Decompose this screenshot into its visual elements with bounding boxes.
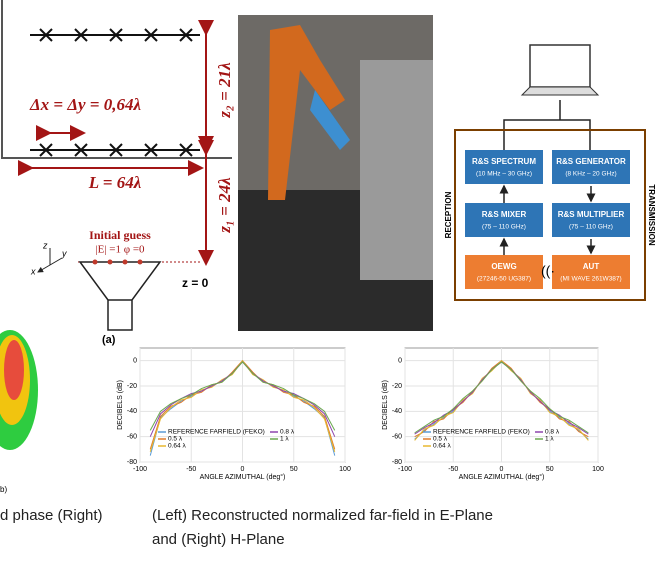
links <box>504 100 590 150</box>
legend-label: 0.5 λ <box>168 436 183 443</box>
axis-y: y <box>61 248 67 258</box>
delta-label: Δx = Δy = 0,64λ <box>29 95 141 114</box>
block <box>465 150 543 184</box>
x-tick-label: -50 <box>186 466 196 473</box>
legend-label: 0.64 λ <box>168 443 186 450</box>
block-spec: (75 – 110 GHz) <box>482 224 526 231</box>
block-title: R&S GENERATOR <box>556 157 626 166</box>
y-tick-label: 0 <box>398 358 402 365</box>
x-tick-label: 50 <box>546 466 554 473</box>
y-tick-label: -20 <box>392 383 402 390</box>
y-tick-label: -80 <box>127 459 137 466</box>
y-tick-label: -40 <box>392 408 402 415</box>
panel-a: (a) <box>102 334 116 346</box>
photo-rack <box>360 60 433 280</box>
legend-label: REFERENCE FARFIELD (FEKO) <box>168 429 265 436</box>
x-tick-label: 100 <box>592 466 604 473</box>
laptop <box>530 45 590 87</box>
block-spec: (27246-50 UG387) <box>477 276 531 283</box>
z1-label: z₁ = 24λ <box>215 177 234 234</box>
block-title: AUT <box>583 262 600 271</box>
block-title: R&S MIXER <box>482 210 527 219</box>
guess-label: Initial guess <box>89 228 151 242</box>
legend-label: 0.8 λ <box>545 429 560 436</box>
x-tick-label: -50 <box>448 466 458 473</box>
block-title: R&S MULTIPLIER <box>558 210 625 219</box>
block <box>552 255 630 289</box>
y-tick-label: -80 <box>392 459 402 466</box>
legend-label: 0.64 λ <box>433 443 451 450</box>
axis-x: x <box>30 266 36 276</box>
legend-label: REFERENCE FARFIELD (FEKO) <box>433 429 530 436</box>
y-tick-label: -20 <box>127 383 137 390</box>
caption: d phase (Right) <box>0 507 103 524</box>
x-tick-label: -100 <box>398 466 412 473</box>
axis-z: z <box>42 240 48 250</box>
x-tick-label: -100 <box>133 466 147 473</box>
block <box>465 203 543 237</box>
block <box>552 150 630 184</box>
z2-label: z₂ = 21λ <box>215 62 234 119</box>
caption: and (Right) H-Plane <box>152 531 285 548</box>
x-tick-label: 50 <box>290 466 298 473</box>
legend-label: 0.5 λ <box>433 436 448 443</box>
legend-label: 1 λ <box>545 436 554 443</box>
crosses <box>40 29 192 156</box>
legend-label: 1 λ <box>280 436 289 443</box>
block-title: R&S SPECTRUM <box>472 157 536 166</box>
y-axis-label: DECIBELS (dB) <box>117 380 124 430</box>
block-spec: (75 – 110 GHz) <box>569 224 613 231</box>
block <box>465 255 543 289</box>
frame <box>2 0 232 158</box>
y-tick-label: -60 <box>127 434 137 441</box>
legend-label: 0.8 λ <box>280 429 295 436</box>
x-tick-label: 0 <box>500 466 504 473</box>
field-label: |E| =1 φ =0 <box>95 244 145 256</box>
length-label: L = 64λ <box>88 173 142 192</box>
z0-label: z = 0 <box>182 276 209 290</box>
y-tick-label: -60 <box>392 434 402 441</box>
transmission-label: TRANSMISSION <box>647 184 656 246</box>
caption: (Left) Reconstructed normalized far-fiel… <box>152 507 493 524</box>
y-axis-label: DECIBELS (dB) <box>382 380 389 430</box>
x-axis-label: ANGLE AZIMUTHAL (deg°) <box>200 473 286 481</box>
x-tick-label: 100 <box>339 466 351 473</box>
radiation-icon: ((· <box>541 263 555 279</box>
panel-b: b) <box>0 485 7 494</box>
block-title: OEWG <box>491 262 516 271</box>
y-tick-label: 0 <box>133 358 137 365</box>
laptop-base <box>522 87 598 95</box>
x-axis-label: ANGLE AZIMUTHAL (deg°) <box>459 473 545 481</box>
block-spec: (8 KHz – 20 GHz) <box>565 171 616 178</box>
axes-icon <box>38 248 62 272</box>
horn <box>80 262 160 330</box>
reception-label: RECEPTION <box>444 191 453 238</box>
y-tick-label: -40 <box>127 408 137 415</box>
pattern-3d <box>0 330 38 450</box>
figure: z₂ = 21λ Δx = Δy = 0,64λ L = 64λ z₁ = 24… <box>0 0 665 556</box>
block-spec: (10 MHz – 30 GHz) <box>476 171 532 178</box>
block-spec: (MI WAVE 261W387) <box>560 276 621 283</box>
block <box>552 203 630 237</box>
x-tick-label: 0 <box>241 466 245 473</box>
